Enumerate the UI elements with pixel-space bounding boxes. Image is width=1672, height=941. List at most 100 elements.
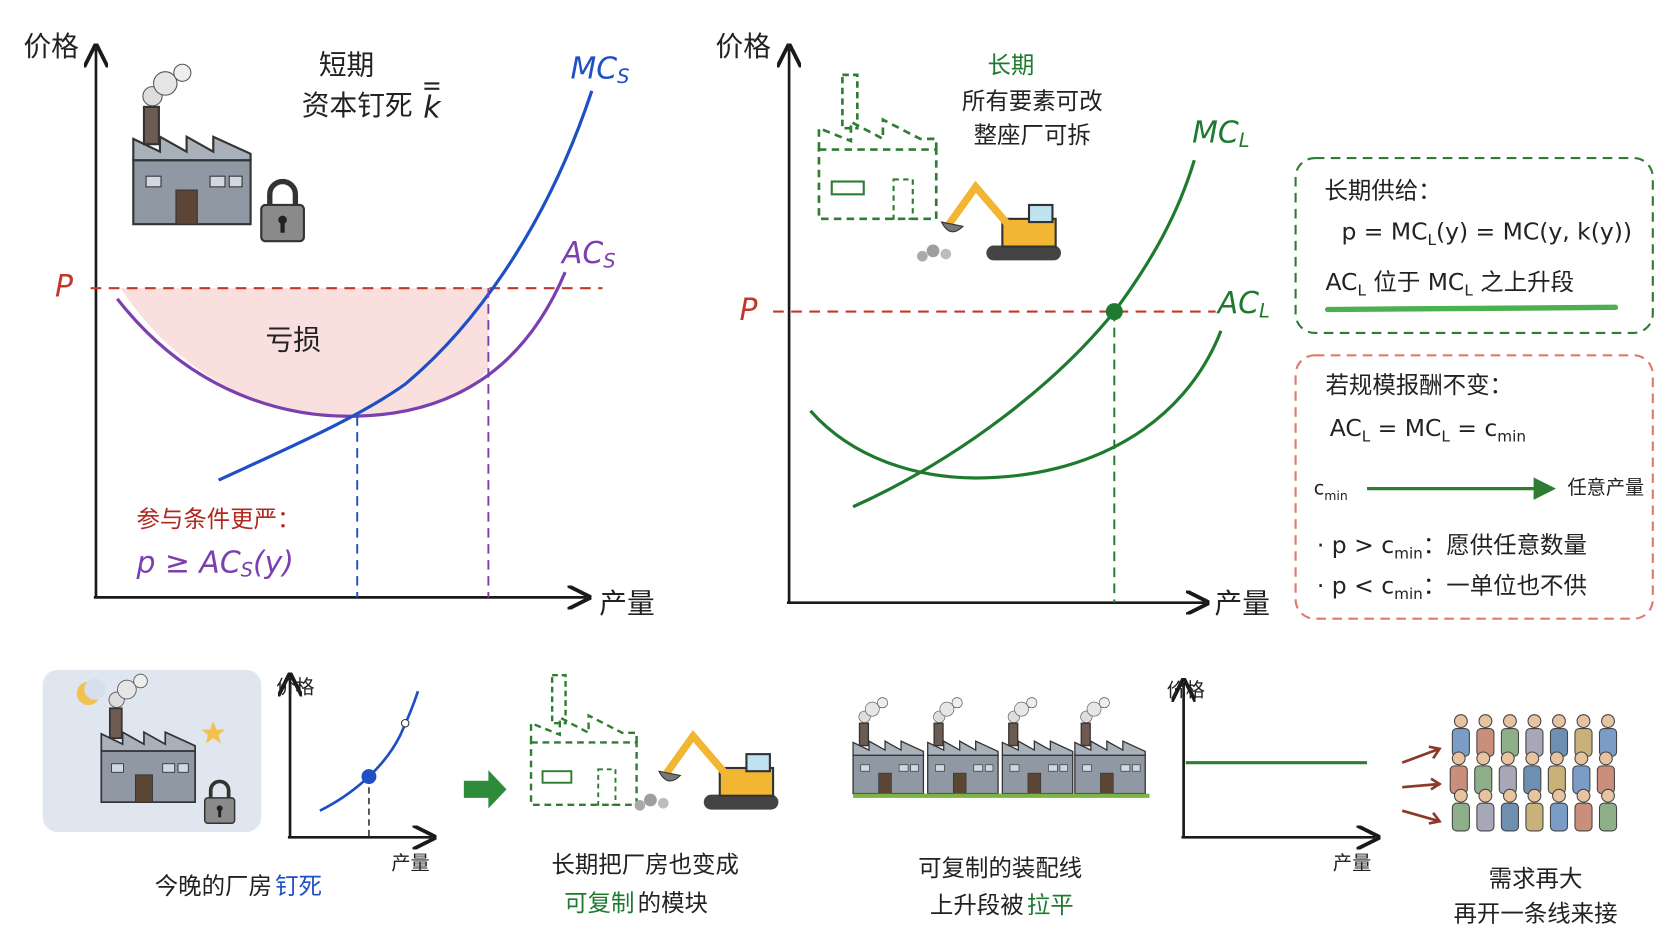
head [1576,788,1591,803]
head [1552,714,1566,729]
excavator-icon [917,187,1061,262]
text-part: AC [1330,413,1362,441]
text-part: AC [560,236,603,271]
text-part: p = MC [1341,217,1427,245]
head [1549,751,1564,766]
head [1453,714,1468,729]
person [1476,714,1495,757]
condition-title: 参与条件更严： [136,505,300,533]
loss-area [120,288,489,417]
x-axis-label: 产量 [1215,587,1270,620]
caption: 的模块 [638,889,708,917]
box-title: 长期供给： [1324,177,1441,205]
head [1552,788,1566,803]
head [1451,751,1466,766]
box-frame [1294,156,1654,335]
dashed-factory [817,73,938,221]
subscript: L [1427,231,1436,249]
head [1478,788,1493,803]
moon-shadow [84,678,106,700]
text-part: ：愿供任意数量 [1423,531,1587,559]
body [1500,802,1519,832]
bullet: · p < cmin：一单位也不供 [1317,571,1587,602]
dashed-factory [529,674,638,806]
ac-curve [809,330,1223,480]
axis-end: 任意产量 [1568,476,1645,499]
person [1574,788,1593,832]
subtitle: 资本钉死 [302,89,413,122]
person [1598,788,1618,832]
subscript: L [1357,281,1366,299]
text-part: MC [570,51,617,86]
box-title: 若规模报酬不变： [1325,371,1513,399]
subscript: L [1441,427,1450,445]
person [1549,788,1569,832]
factory-icon [1074,696,1146,795]
head [1601,714,1615,729]
text-part: ：一单位也不供 [1423,571,1587,599]
person [1525,788,1544,832]
text-part: = MC [1370,413,1441,441]
head [1576,714,1591,729]
text-part: MC [1192,115,1239,150]
caption: 可复制的装配线 [918,854,1082,882]
text-part: 之上升段 [1473,267,1574,295]
equilibrium-dot [1105,303,1123,321]
price-label: P [55,270,73,305]
head [1525,751,1540,766]
body [1574,802,1593,832]
caption: 需求再大 [1489,864,1583,892]
bottom-row: 价格 产量 今晚的厂房 钉死 长期把厂房也变成 可复制 的模块 可复制的装配线 … [42,669,1618,928]
subscript: S [241,558,253,581]
subscript: L [1464,281,1473,299]
line-1: 所有要素可改 [962,87,1103,115]
person [1500,714,1519,757]
short-run-chart: 价格 产量 P 亏损 MCS ACS 短期 资本钉死 k 参与条件更严： p ≥… [23,30,654,620]
condition: p ≥ ACS(y) [135,545,293,581]
subscript: min [1324,488,1348,503]
head [1476,751,1491,766]
excavator-icon [634,736,778,811]
head [1478,714,1493,729]
head [1527,788,1542,803]
lock-icon [261,182,304,242]
crowd [1449,714,1618,832]
subscript: S [603,249,615,272]
text-part: AC [1216,286,1259,321]
text-part: · p < c [1317,571,1394,599]
mc-label: MCL [1192,115,1249,151]
loss-label: 亏损 [266,323,321,356]
text-part: · p > c [1317,531,1394,559]
line-2: 整座厂可拆 [974,121,1091,149]
head [1598,751,1613,766]
y-axis-label: 价格 [716,30,772,63]
subscript: min [1394,544,1423,562]
point [361,769,377,784]
y-axis-label: 价格 [1167,679,1205,702]
text-part: (y) [253,545,294,580]
subscript: S [617,65,629,88]
head [1502,788,1517,803]
arrow [1401,745,1442,764]
person [1474,751,1493,795]
person [1574,714,1593,757]
head [1500,751,1515,766]
text-part: = c [1450,413,1497,441]
caption: 长期把厂房也变成 [551,851,739,879]
formula: ACL = MCL = cmin [1330,413,1526,444]
person [1500,788,1519,832]
caption-highlight: 可复制 [564,889,634,917]
x-axis-label: 产量 [1333,851,1371,874]
bullet: · p > cmin：愿供任意数量 [1317,531,1587,562]
y-axis-label: 价格 [23,30,79,63]
body [1451,802,1470,832]
ac-label: ACL [1216,286,1270,322]
person [1451,714,1470,757]
arrow [463,770,507,809]
caption: 再开一条线来接 [1453,900,1617,928]
mc-curve [319,690,420,812]
factory-icon [852,696,925,795]
subscript: L [1239,129,1250,152]
arrow [1401,809,1442,825]
text-part: AC [1325,267,1357,295]
